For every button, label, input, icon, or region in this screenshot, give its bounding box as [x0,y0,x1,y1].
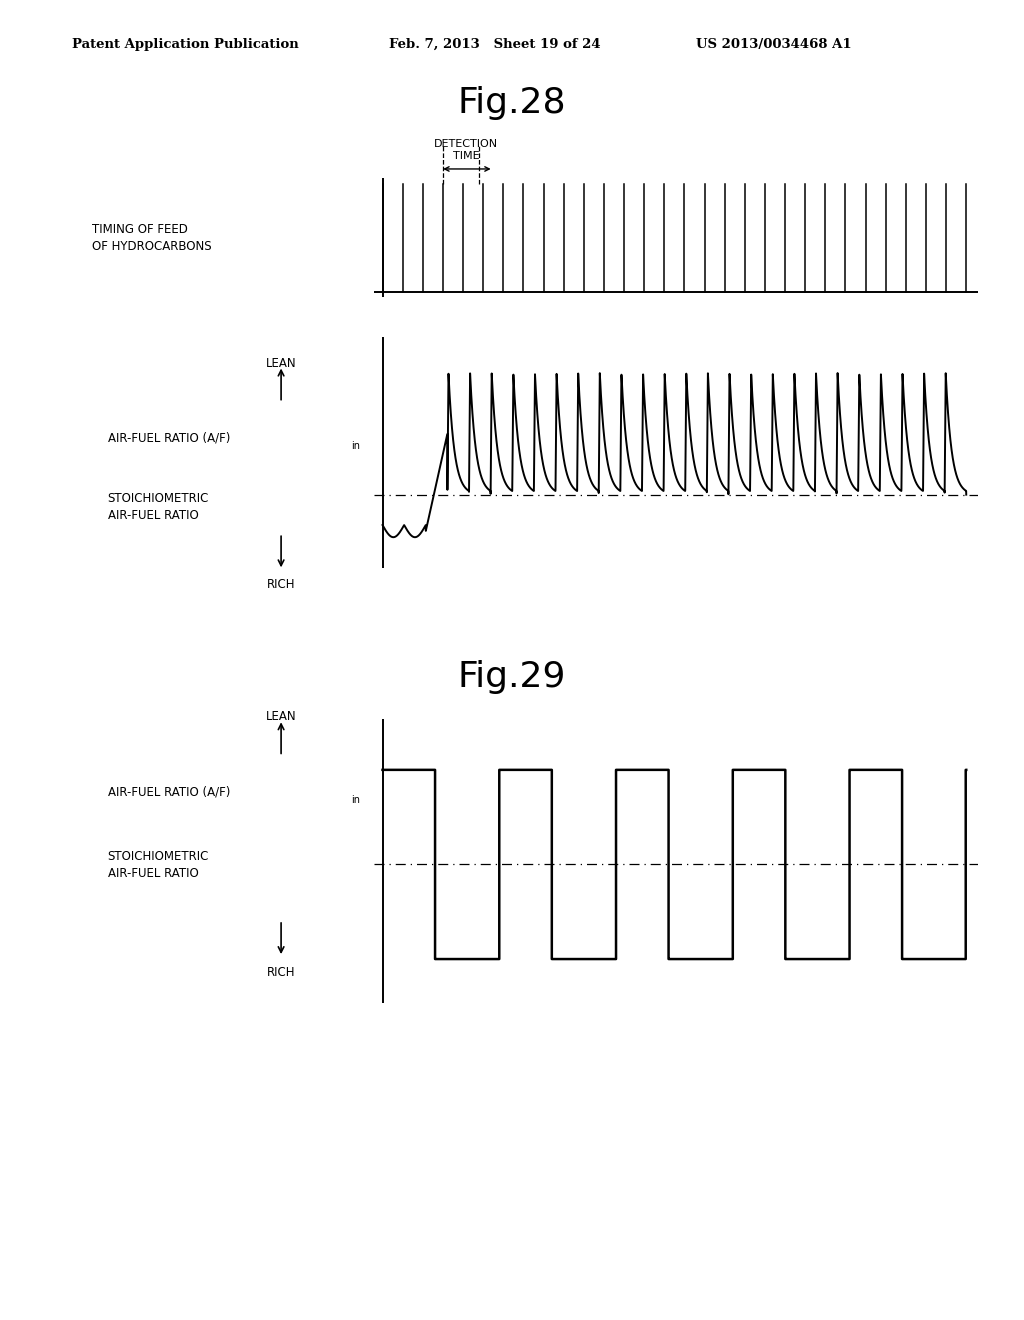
Text: TIMING OF FEED
OF HYDROCARBONS: TIMING OF FEED OF HYDROCARBONS [92,223,212,252]
Text: Fig.29: Fig.29 [458,660,566,694]
Text: STOICHIOMETRIC
AIR-FUEL RATIO: STOICHIOMETRIC AIR-FUEL RATIO [108,850,209,879]
Text: AIR-FUEL RATIO (A/F): AIR-FUEL RATIO (A/F) [108,785,230,799]
Text: Patent Application Publication: Patent Application Publication [72,38,298,51]
Text: AIR-FUEL RATIO (A/F): AIR-FUEL RATIO (A/F) [108,432,230,445]
Text: in: in [351,441,360,451]
Text: Fig.28: Fig.28 [458,86,566,120]
Text: in: in [351,795,360,805]
Text: LEAN: LEAN [266,356,297,370]
Text: Feb. 7, 2013   Sheet 19 of 24: Feb. 7, 2013 Sheet 19 of 24 [389,38,601,51]
Text: DETECTION
TIME: DETECTION TIME [434,139,498,161]
Text: LEAN: LEAN [266,710,297,723]
Text: US 2013/0034468 A1: US 2013/0034468 A1 [696,38,852,51]
Text: RICH: RICH [267,578,296,591]
Text: RICH: RICH [267,966,296,979]
Text: STOICHIOMETRIC
AIR-FUEL RATIO: STOICHIOMETRIC AIR-FUEL RATIO [108,492,209,521]
